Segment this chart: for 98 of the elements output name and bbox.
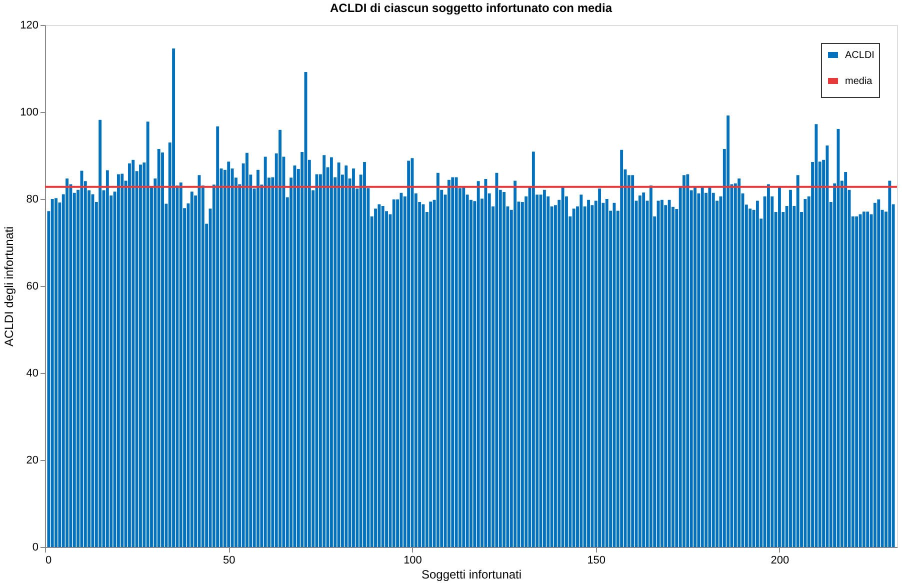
bar bbox=[392, 199, 396, 547]
legend-label: media bbox=[845, 76, 873, 87]
bar bbox=[700, 186, 704, 547]
bar bbox=[572, 208, 576, 547]
bar bbox=[157, 148, 160, 547]
bar bbox=[598, 188, 602, 547]
bar bbox=[66, 178, 69, 547]
y-tick-label: 40 bbox=[26, 368, 38, 380]
bar bbox=[246, 152, 248, 547]
bar bbox=[330, 157, 333, 547]
bar bbox=[682, 175, 686, 547]
bar bbox=[322, 155, 326, 547]
bar bbox=[638, 196, 642, 547]
y-tick-label: 80 bbox=[26, 194, 38, 206]
chart-title: ACLDI di ciascun soggetto infortunato con media bbox=[330, 1, 612, 15]
bar bbox=[352, 168, 355, 547]
bar bbox=[726, 115, 730, 547]
bar bbox=[660, 200, 664, 547]
y-tick-label: 20 bbox=[26, 454, 38, 466]
bar bbox=[132, 160, 135, 547]
bar bbox=[587, 200, 590, 547]
bar bbox=[873, 202, 876, 547]
bar bbox=[146, 122, 150, 547]
bar bbox=[844, 172, 848, 547]
bar bbox=[139, 164, 142, 547]
bar bbox=[337, 162, 340, 547]
bar bbox=[561, 187, 564, 547]
bar bbox=[778, 186, 781, 547]
bar bbox=[766, 184, 770, 547]
bar bbox=[98, 120, 102, 547]
y-axis-title: ACLDI degli infortunati bbox=[2, 226, 16, 347]
bar bbox=[462, 186, 466, 547]
bar bbox=[227, 162, 230, 547]
y-tick-label: 0 bbox=[32, 542, 38, 554]
bar bbox=[804, 199, 807, 547]
bar bbox=[256, 170, 260, 547]
x-axis-title: Soggetti infortunati bbox=[421, 568, 522, 582]
y-tick-label: 100 bbox=[20, 106, 38, 118]
bar bbox=[532, 152, 535, 547]
bar bbox=[447, 180, 450, 547]
bar bbox=[656, 200, 660, 547]
bar bbox=[106, 170, 109, 547]
bar bbox=[454, 177, 458, 547]
bar bbox=[179, 182, 182, 547]
bar bbox=[642, 192, 646, 547]
x-tick-label: 0 bbox=[46, 554, 52, 566]
bar bbox=[484, 178, 488, 547]
bar bbox=[605, 199, 608, 547]
bar bbox=[668, 200, 671, 547]
bar bbox=[476, 181, 480, 547]
bar bbox=[120, 174, 124, 547]
bar bbox=[514, 180, 517, 547]
bar bbox=[620, 150, 624, 547]
bar bbox=[738, 178, 741, 547]
bar bbox=[580, 194, 583, 547]
bar bbox=[264, 156, 267, 547]
bar bbox=[888, 180, 892, 547]
bar bbox=[708, 186, 712, 547]
bar bbox=[54, 198, 58, 547]
bar bbox=[344, 166, 348, 547]
bar bbox=[649, 186, 652, 547]
bar bbox=[216, 126, 220, 547]
y-tick-label: 60 bbox=[26, 280, 38, 292]
bar bbox=[542, 190, 546, 547]
bar bbox=[495, 172, 498, 547]
bar bbox=[855, 216, 858, 547]
bar bbox=[381, 206, 384, 547]
bar bbox=[429, 202, 432, 547]
bar bbox=[748, 208, 752, 547]
bar bbox=[789, 190, 792, 547]
bar bbox=[686, 174, 690, 547]
bar bbox=[161, 152, 164, 547]
x-tick-label: 150 bbox=[587, 554, 606, 566]
bar bbox=[862, 212, 866, 547]
bar bbox=[128, 163, 131, 547]
legend-label: ACLDI bbox=[845, 50, 874, 61]
x-tick-label: 100 bbox=[404, 554, 422, 566]
bar bbox=[378, 204, 381, 547]
bar bbox=[50, 199, 54, 547]
bar bbox=[278, 130, 282, 547]
x-tick-label: 200 bbox=[770, 554, 790, 566]
x-tick-label: 50 bbox=[222, 554, 236, 566]
bar bbox=[436, 172, 440, 547]
y-tick-label: 120 bbox=[20, 20, 38, 32]
bar bbox=[796, 175, 800, 547]
bar bbox=[631, 175, 634, 547]
bar bbox=[190, 192, 194, 547]
bar bbox=[877, 199, 880, 547]
bar bbox=[694, 186, 696, 547]
bar bbox=[866, 212, 870, 547]
bar bbox=[756, 200, 759, 547]
bar bbox=[363, 162, 366, 547]
bar bbox=[502, 192, 506, 547]
bar bbox=[407, 160, 410, 547]
bar bbox=[451, 177, 454, 547]
bar bbox=[116, 174, 120, 547]
bar bbox=[814, 124, 818, 547]
bar bbox=[172, 48, 176, 547]
